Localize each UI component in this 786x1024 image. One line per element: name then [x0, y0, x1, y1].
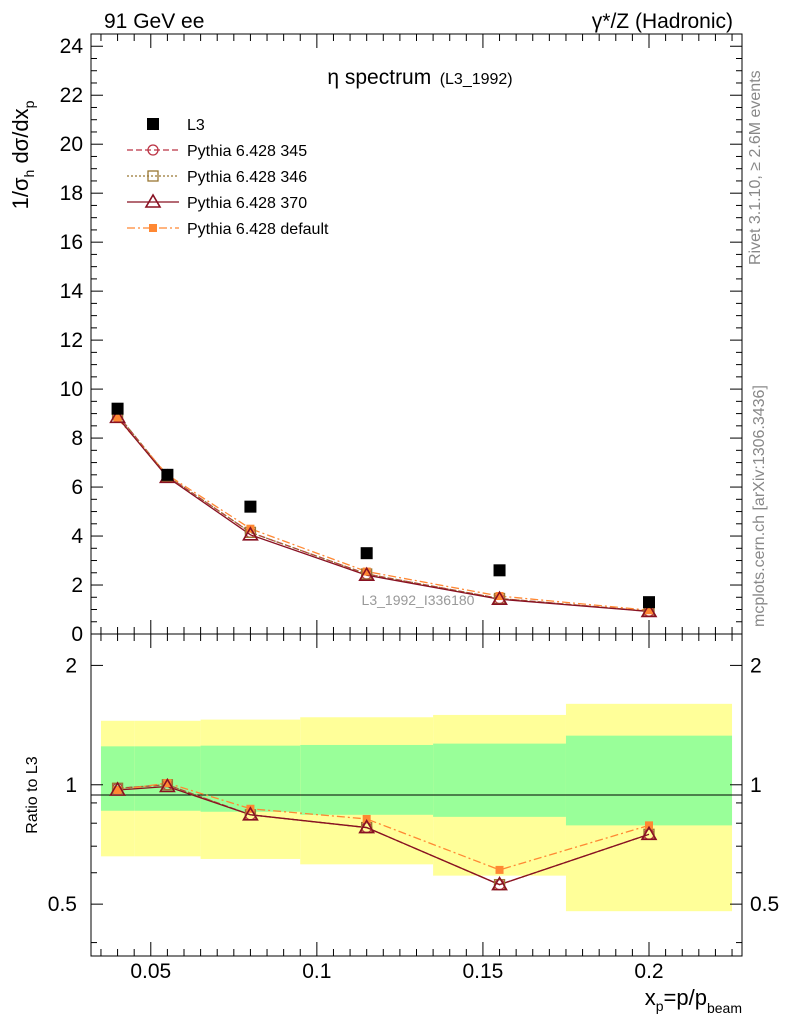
ratio-axis-ticks: 0.5 0.5 1 1 2 2 0.05 0.1 0.15 0.2 [48, 634, 779, 983]
ratio-point-pdefault [495, 865, 504, 874]
ratio-line-p370 [117, 785, 650, 886]
main-y-tick-label: 24 [60, 35, 84, 58]
legend-marker [144, 193, 162, 208]
data-point-l3 [643, 596, 655, 609]
legend-marker [149, 224, 157, 232]
ratio-y-tick-label: 0.5 [48, 893, 77, 916]
ratio-point-pdefault [362, 814, 371, 823]
data-point-p370 [109, 408, 126, 424]
data-point-l3 [161, 468, 174, 481]
ratio-y-tick-label: 1 [65, 774, 77, 797]
ratio-point-p370 [109, 781, 126, 796]
plot-title: η spectrum (L3_1992) [327, 66, 512, 89]
data-point-l3 [111, 402, 124, 415]
x-tick-label: 0.15 [462, 960, 503, 983]
ratio-point-pdefault [645, 821, 653, 830]
header-left: 91 GeV ee [104, 10, 204, 33]
mcplots-label: mcplots.cern.ch [arXiv:1306.3436] [751, 385, 768, 627]
main-y-tick-label: 14 [60, 280, 84, 303]
main-ylabel: 1/σh dσ/dxp [8, 100, 37, 209]
ratio-uncertainty-bands [100, 703, 733, 912]
band-inner [565, 735, 733, 826]
legend-label: L3 [187, 117, 205, 134]
main-y-tick-label: 12 [60, 329, 83, 352]
data-point-p370 [640, 602, 658, 618]
ratio-y-tick-label-right: 2 [750, 654, 762, 677]
ratio-y-tick-label: 2 [65, 654, 77, 677]
ratio-y-tick-label-right: 0.5 [750, 893, 779, 916]
legend-label: Pythia 6.428 370 [187, 195, 307, 212]
band-inner [200, 745, 301, 812]
main-y-tick-label: 8 [71, 427, 83, 450]
data-point-pdefault [645, 606, 653, 615]
ratio-point-p370 [491, 876, 508, 891]
rivet-label: Rivet 3.1.10, ≥ 2.6M events [747, 70, 764, 265]
data-point-p370 [358, 566, 376, 582]
band-inner [100, 746, 135, 811]
ratio-line-pdefault [117, 782, 650, 871]
legend-item-pdefault: Pythia 6.428 default [127, 221, 329, 238]
band-inner [433, 743, 566, 817]
data-point-pdefault [113, 414, 122, 423]
main-y-tick-label: 2 [71, 574, 83, 597]
x-tick-label: 0.1 [302, 960, 331, 983]
series-line-p346 [117, 414, 650, 612]
ratio-ylabel: Ratio to L3 [24, 756, 41, 833]
x-tick-label: 0.05 [130, 960, 171, 983]
xlabel: xp=p/pbeam [645, 985, 742, 1016]
legend-item-p345: Pythia 6.428 345 [127, 143, 307, 160]
series-line-p345 [117, 414, 650, 612]
ratio-point-p370 [640, 825, 658, 841]
data-point-p370 [242, 526, 259, 541]
legend-label: Pythia 6.428 default [187, 221, 329, 238]
x-tick-label: 0.2 [634, 960, 663, 983]
series-line-p370 [117, 416, 650, 613]
ratio-series [109, 777, 658, 891]
legend-item-l3: L3 [147, 117, 205, 134]
main-y-tick-label: 6 [71, 476, 83, 499]
main-y-tick-label: 16 [60, 231, 83, 254]
main-y-tick-label: 20 [60, 133, 83, 156]
ratio-point-p370 [242, 806, 259, 821]
legend-label: Pythia 6.428 345 [187, 143, 307, 160]
plot-title-tag: (L3_1992) [440, 71, 513, 88]
data-point-l3 [244, 500, 257, 513]
legend-label: Pythia 6.428 346 [187, 169, 307, 186]
legend-marker [147, 144, 159, 156]
legend-item-p346: Pythia 6.428 346 [127, 169, 307, 186]
band-inner [300, 744, 434, 815]
ratio-point-pdefault [163, 779, 172, 788]
ratio-point-p370 [358, 818, 376, 834]
legend-marker [147, 170, 159, 182]
ratio-point-p370 [159, 777, 176, 793]
legend-item-p370: Pythia 6.428 370 [127, 193, 307, 212]
data-point-pdefault [362, 567, 371, 576]
plot-title-text: η spectrum [327, 66, 431, 89]
main-y-tick-label: 22 [60, 84, 83, 107]
data-point-p370 [491, 590, 508, 606]
main-series [109, 402, 658, 618]
main-y-tick-label: 0 [71, 623, 83, 646]
ratio-y-tick-label-right: 1 [750, 774, 762, 797]
legend-marker [147, 118, 159, 130]
main-y-tick-label: 18 [60, 182, 83, 205]
ratio-panel: 0.5 0.5 1 1 2 2 0.05 0.1 0.15 0.2 Ratio to L3 xp=… [24, 633, 779, 1016]
header-right: γ*/Z (Hadronic) [592, 10, 733, 33]
data-point-l3 [493, 564, 506, 577]
data-point-l3 [360, 547, 373, 560]
series-line-pdefault [117, 418, 650, 611]
ratio-point-pdefault [113, 786, 122, 795]
ratio-frame [90, 633, 743, 957]
main-y-tick-label: 4 [71, 525, 83, 548]
watermark-label: L3_1992_I336180 [362, 592, 475, 608]
main-y-tick-label: 10 [60, 378, 83, 401]
legend: L3 Pythia 6.428 345 Pythia 6.428 346 Pythia… [127, 117, 329, 238]
data-point-pdefault [495, 592, 504, 601]
